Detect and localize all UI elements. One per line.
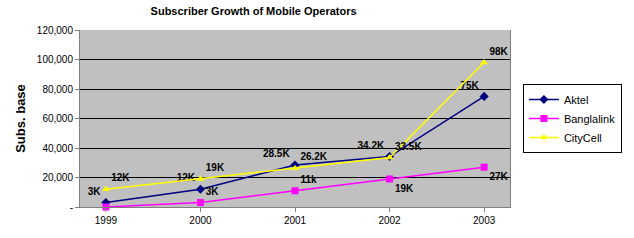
svg-text:Banglalink: Banglalink bbox=[564, 113, 615, 125]
svg-text:3K: 3K bbox=[88, 186, 102, 197]
svg-text:2000: 2000 bbox=[189, 215, 212, 226]
svg-text:1999: 1999 bbox=[95, 215, 118, 226]
svg-text:75K: 75K bbox=[460, 80, 479, 91]
svg-text:60,000: 60,000 bbox=[42, 113, 73, 124]
svg-text:98K: 98K bbox=[490, 46, 509, 57]
svg-text:26.2K: 26.2K bbox=[300, 151, 327, 162]
svg-text:Subs. base: Subs. base bbox=[13, 84, 28, 153]
svg-text:12K: 12K bbox=[177, 172, 196, 183]
svg-text:2002: 2002 bbox=[378, 215, 401, 226]
svg-text:33.5K: 33.5K bbox=[395, 141, 422, 152]
svg-text:27K: 27K bbox=[490, 171, 509, 182]
svg-text:2003: 2003 bbox=[473, 215, 496, 226]
svg-text:20,000: 20,000 bbox=[42, 172, 73, 183]
svg-text:100,000: 100,000 bbox=[37, 54, 74, 65]
svg-text:12K: 12K bbox=[111, 172, 130, 183]
svg-text:-: - bbox=[70, 202, 73, 213]
svg-text:19K: 19K bbox=[395, 183, 414, 194]
svg-text:28.5K: 28.5K bbox=[263, 148, 290, 159]
svg-text:80,000: 80,000 bbox=[42, 84, 73, 95]
svg-text:11k: 11k bbox=[300, 174, 317, 185]
svg-text:19K: 19K bbox=[206, 162, 225, 173]
svg-text:40,000: 40,000 bbox=[42, 143, 73, 154]
svg-text:34.2K: 34.2K bbox=[357, 140, 384, 151]
svg-text:120,000: 120,000 bbox=[37, 25, 74, 36]
svg-text:Aktel: Aktel bbox=[564, 94, 588, 106]
svg-text:Subscriber Growth of Mobile Op: Subscriber Growth of Mobile Operators bbox=[151, 5, 357, 17]
svg-text:3K: 3K bbox=[206, 186, 220, 197]
svg-text:CityCell: CityCell bbox=[564, 132, 602, 144]
svg-text:2001: 2001 bbox=[284, 215, 307, 226]
